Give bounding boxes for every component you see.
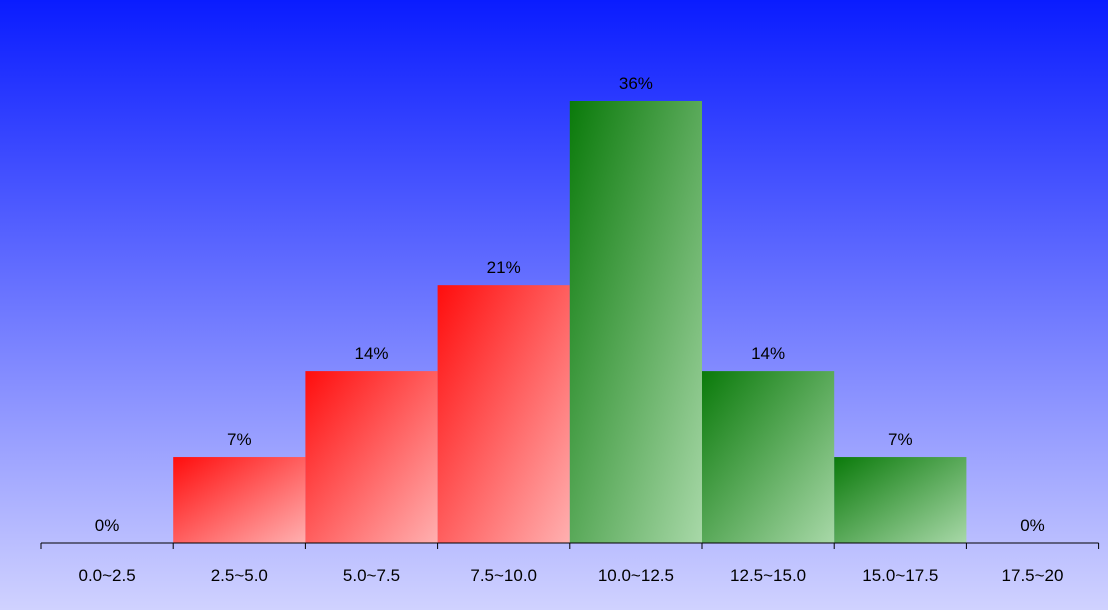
value-label: 14%: [354, 344, 388, 363]
value-label: 36%: [619, 74, 653, 93]
x-tick-label: 12.5~15.0: [730, 566, 806, 585]
value-label: 7%: [888, 430, 913, 449]
bar-12.5~15.0: [702, 371, 835, 543]
bar-5.0~7.5: [305, 371, 438, 543]
value-label: 7%: [227, 430, 252, 449]
x-tick-label: 2.5~5.0: [211, 566, 268, 585]
bars-group: [173, 101, 967, 543]
bar-15.0~17.5: [834, 457, 967, 543]
bar-10.0~12.5: [569, 101, 702, 543]
x-tick-label: 5.0~7.5: [343, 566, 400, 585]
x-tick-label: 10.0~12.5: [598, 566, 674, 585]
value-label: 0%: [1020, 516, 1045, 535]
x-tick-label: 15.0~17.5: [862, 566, 938, 585]
x-tick-label: 0.0~2.5: [78, 566, 135, 585]
x-axis: 0.0~2.5 2.5~5.0 5.0~7.5 7.5~10.0 10.0~12.5 12…: [40, 542, 1100, 585]
x-tick-label: 7.5~10.0: [470, 566, 537, 585]
bar-2.5~5.0: [173, 457, 306, 543]
value-label: 0%: [95, 516, 120, 535]
x-tick-label: 17.5~20: [1002, 566, 1064, 585]
value-labels-group: 0% 7% 14% 21% 36% 14% 7% 0%: [95, 74, 1045, 535]
value-label: 21%: [487, 258, 521, 277]
bar-7.5~10.0: [437, 285, 570, 543]
value-label: 14%: [751, 344, 785, 363]
